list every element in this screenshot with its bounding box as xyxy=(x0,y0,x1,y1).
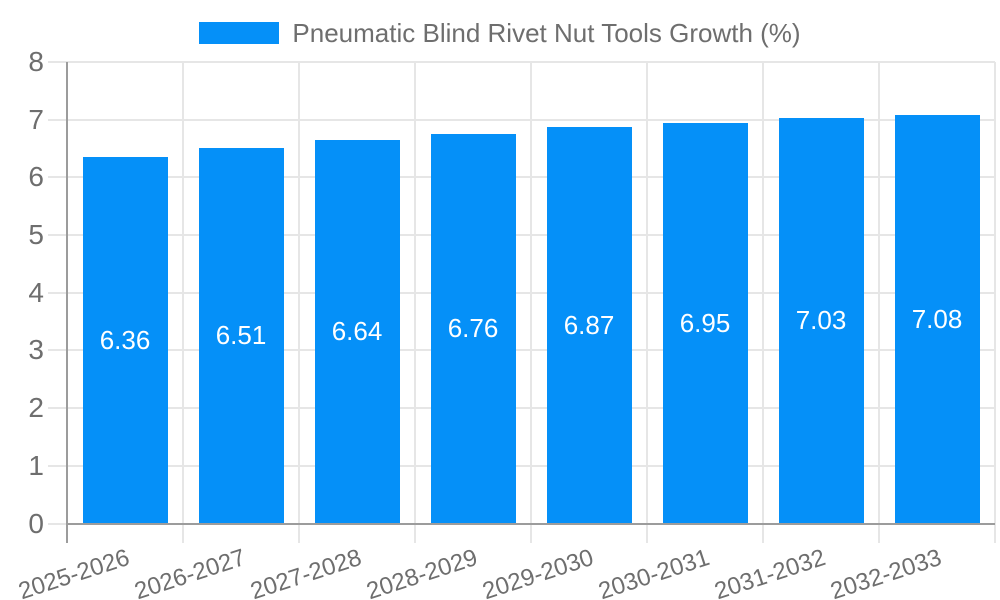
y-tick-label: 2 xyxy=(28,392,44,424)
y-tick xyxy=(48,407,67,410)
bar[interactable]: 6.64 xyxy=(314,140,400,524)
y-tick-label: 7 xyxy=(28,103,44,135)
legend: Pneumatic Blind Rivet Nut Tools Growth (… xyxy=(0,19,1000,47)
bar-value-label: 6.76 xyxy=(447,313,499,343)
y-tick-label: 1 xyxy=(28,449,44,481)
x-tick-label: 2031-2032 xyxy=(711,543,830,600)
y-tick xyxy=(48,176,67,179)
y-tick-label: 8 xyxy=(28,46,44,77)
y-tick xyxy=(48,118,67,121)
x-tick-label: 2026-2027 xyxy=(131,543,250,600)
x-gridline xyxy=(994,62,996,524)
bar-value-label: 6.64 xyxy=(331,316,383,347)
x-tick-label: 2025-2026 xyxy=(15,543,134,600)
x-tick-label: 2032-2033 xyxy=(827,543,946,600)
bar[interactable]: 7.03 xyxy=(778,117,864,524)
y-tick-label: 6 xyxy=(28,161,44,193)
y-tick-label: 0 xyxy=(28,507,44,539)
bar-value-label: 6.87 xyxy=(563,309,615,340)
legend-label: Pneumatic Blind Rivet Nut Tools Growth (… xyxy=(292,18,801,48)
x-tick-label: 2027-2028 xyxy=(247,543,366,600)
legend-swatch xyxy=(199,22,280,44)
bar-value-label: 7.08 xyxy=(911,303,963,334)
x-tick xyxy=(762,523,764,543)
bar[interactable]: 6.76 xyxy=(430,133,516,524)
y-tick xyxy=(48,291,67,294)
bar-value-label: 6.51 xyxy=(215,320,267,351)
x-tick-label: 2029-2030 xyxy=(479,543,598,600)
x-tick xyxy=(530,523,532,543)
x-tick-label: 2028-2029 xyxy=(363,543,482,600)
bar[interactable]: 7.08 xyxy=(894,115,980,524)
x-tick xyxy=(646,523,648,543)
x-gridline xyxy=(414,62,416,524)
x-gridline xyxy=(298,62,300,524)
bar-value-label: 7.03 xyxy=(795,305,847,336)
x-gridline xyxy=(762,62,764,524)
y-tick xyxy=(48,349,67,352)
x-tick xyxy=(878,523,880,543)
x-tick xyxy=(994,523,996,543)
y-tick xyxy=(48,464,67,467)
y-tick xyxy=(48,234,67,237)
y-tick xyxy=(48,522,67,525)
y-tick-label: 5 xyxy=(28,219,44,251)
x-tick xyxy=(182,523,184,543)
bar[interactable]: 6.87 xyxy=(546,127,632,524)
x-tick xyxy=(414,523,416,543)
x-gridline xyxy=(646,62,648,524)
x-tick-label: 2030-2031 xyxy=(595,543,714,600)
y-tick-label: 3 xyxy=(28,334,44,366)
x-tick xyxy=(66,523,68,543)
bar[interactable]: 6.51 xyxy=(198,147,284,524)
x-gridline xyxy=(530,62,532,524)
bar-value-label: 6.36 xyxy=(99,324,151,355)
y-tick-label: 4 xyxy=(28,276,44,308)
legend-item[interactable]: Pneumatic Blind Rivet Nut Tools Growth (… xyxy=(199,18,801,48)
bar-value-label: 6.95 xyxy=(679,307,731,338)
x-gridline xyxy=(182,62,184,524)
bar[interactable]: 6.36 xyxy=(82,156,168,524)
bar[interactable]: 6.95 xyxy=(662,122,748,524)
x-axis-border xyxy=(66,522,995,525)
y-axis-border xyxy=(66,62,68,525)
x-tick xyxy=(298,523,300,543)
y-tick xyxy=(48,61,67,63)
x-gridline xyxy=(878,62,880,524)
